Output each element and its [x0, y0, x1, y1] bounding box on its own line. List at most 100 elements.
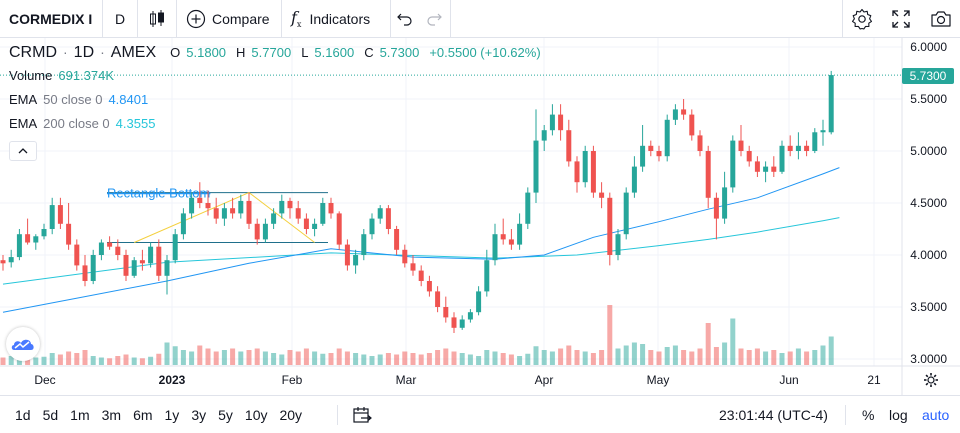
symbol-name: CORMEDIX I [9, 11, 93, 27]
candle-body [98, 242, 104, 255]
volume-bar [287, 350, 293, 365]
camera-icon [930, 11, 951, 27]
candle-body [771, 166, 777, 172]
time-axis[interactable]: Dec 2023 Feb Mar Apr May Jun 21 [0, 365, 960, 387]
candle-body [279, 200, 285, 214]
settings-button[interactable] [843, 0, 881, 38]
volume-bar [271, 353, 277, 365]
volume-bar [320, 353, 326, 365]
range-button-1m[interactable]: 1m [70, 407, 90, 423]
candle-body [377, 208, 383, 219]
legend-ema50-row[interactable]: EMA 50 close 0 4.8401 [9, 92, 545, 116]
candle-body [763, 166, 769, 172]
go-to-date-button[interactable] [352, 396, 372, 433]
ema50-value: 4.8401 [108, 92, 149, 107]
price-axis[interactable]: 6.0000 5.5000 5.0000 4.5000 4.0000 3.5000 3.00… [901, 38, 947, 395]
volume-bar [344, 351, 350, 365]
candle-body [385, 208, 391, 229]
fullscreen-button[interactable] [882, 0, 920, 38]
symbol-search-button[interactable]: CORMEDIX I [0, 0, 102, 38]
ema50-params: 50 close 0 [43, 92, 103, 107]
indicators-button[interactable]: fx Indicators [282, 0, 390, 38]
volume-bar [238, 351, 244, 365]
volume-bar [98, 357, 104, 365]
candle-body [139, 260, 145, 264]
ohlc-high-value: 5.7700 [251, 45, 292, 60]
compare-button[interactable]: Compare [177, 0, 281, 38]
screenshot-button[interactable] [921, 0, 960, 38]
volume-bar [484, 350, 490, 365]
volume-bar [582, 351, 588, 365]
plus-circle-icon [186, 9, 206, 29]
range-button-20y[interactable]: 20y [279, 407, 303, 423]
range-button-3m[interactable]: 3m [101, 407, 122, 423]
range-button-5y[interactable]: 5y [218, 407, 233, 423]
log-scale-toggle[interactable]: log [889, 407, 908, 423]
candle-body [566, 130, 572, 162]
time-tick-label: Apr [535, 373, 554, 387]
rectangle-drawing[interactable]: Rectangle Bottom [107, 186, 328, 244]
candle-body [230, 208, 236, 214]
volume-bar [156, 353, 162, 365]
time-tick-label: Jun [779, 373, 798, 387]
range-button-6m[interactable]: 6m [133, 407, 153, 423]
candle-body [492, 234, 498, 261]
candle-body [795, 145, 801, 151]
candle-body [328, 203, 334, 214]
volume-bar [566, 345, 572, 365]
range-button-10y[interactable]: 10y [244, 407, 268, 423]
range-button-3y[interactable]: 3y [191, 407, 207, 423]
ohlc-close-value: 5.7300 [379, 45, 420, 60]
volume-bar [689, 351, 695, 365]
tradingview-logo-icon[interactable] [6, 327, 40, 361]
last-price-badge: 5.7300 [902, 68, 954, 84]
candle-body [205, 203, 211, 209]
volume-bar [279, 354, 285, 365]
ohlc-low-value: 5.1600 [314, 45, 355, 60]
candle-body [303, 218, 309, 229]
volume-bar [41, 356, 47, 365]
volume-bar [336, 348, 342, 365]
candle-body [599, 192, 605, 198]
volume-bar [795, 348, 801, 365]
candle-body [74, 244, 80, 266]
candle-body [500, 234, 506, 240]
collapse-legend-button[interactable] [9, 141, 37, 161]
interval-button[interactable]: D [103, 0, 137, 38]
candle-body [418, 270, 424, 281]
candle-body [459, 319, 465, 328]
volume-bar [804, 351, 810, 365]
volume-bar [763, 351, 769, 365]
candle-body [41, 229, 47, 237]
candle-body [549, 114, 555, 131]
candle-body [648, 145, 654, 151]
range-button-1d[interactable]: 1d [15, 407, 31, 423]
volume-bar [656, 351, 662, 365]
candle-body [180, 213, 186, 235]
toolbar-divider [842, 0, 843, 38]
toolbar-divider [281, 0, 282, 38]
top-toolbar: CORMEDIX I D Compare fx Indicators [0, 0, 960, 38]
auto-scale-toggle[interactable]: auto [922, 407, 950, 423]
volume-bar [164, 342, 170, 365]
ohlc-change: +0.5500 (+10.62%) [429, 45, 541, 60]
time-readout[interactable]: 23:01:44 (UTC-4) [719, 407, 828, 423]
chevron-up-icon [18, 148, 28, 154]
candle-body [164, 260, 170, 276]
percent-scale-toggle[interactable]: % [862, 407, 875, 423]
range-button-1y[interactable]: 1y [164, 407, 180, 423]
ema200-value: 4.3555 [115, 116, 156, 131]
range-button-5d[interactable]: 5d [42, 407, 59, 423]
undo-button[interactable] [391, 0, 419, 38]
candle-body [681, 109, 687, 115]
chart-type-button[interactable] [138, 0, 176, 38]
legend-volume-row[interactable]: Volume 691.374K [9, 68, 545, 92]
fullscreen-icon [892, 10, 910, 28]
chart-canvas[interactable]: Rectangle Bottom 6.0000 5.5000 5.0000 4.500… [0, 38, 960, 395]
legend-ema200-row[interactable]: EMA 200 close 0 4.3555 [9, 116, 545, 140]
volume-bar [549, 351, 555, 365]
candle-body [49, 205, 55, 229]
time-tick-label: Dec [34, 373, 55, 387]
redo-button[interactable] [419, 0, 449, 38]
candle-body [394, 229, 400, 250]
